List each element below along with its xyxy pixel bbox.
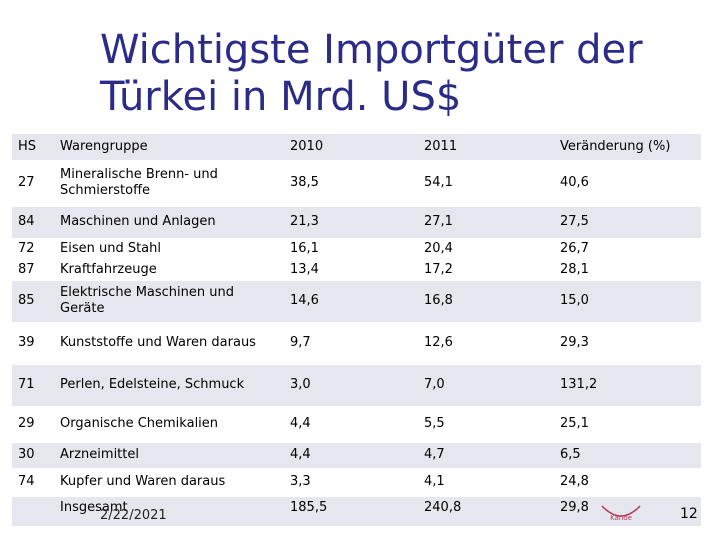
cell-hs: 29 bbox=[12, 406, 54, 443]
cell-name: Maschinen und Anlagen bbox=[54, 206, 284, 239]
cell-change: 25,1 bbox=[554, 406, 701, 443]
cell-change: 15,0 bbox=[554, 280, 701, 323]
cell-hs: 85 bbox=[12, 280, 54, 323]
cell-hs: 84 bbox=[12, 206, 54, 239]
cell-2011: 5,5 bbox=[418, 406, 554, 443]
table-row: 39 Kunststoffe und Waren daraus 9,7 12,6… bbox=[12, 322, 701, 365]
table-row: 71 Perlen, Edelsteine, Schmuck 3,0 7,0 1… bbox=[12, 364, 701, 407]
header-warengruppe: Warengruppe bbox=[54, 134, 284, 161]
cell-2011: 7,0 bbox=[418, 364, 554, 407]
cell-hs: 87 bbox=[12, 259, 54, 281]
kanoe-logo-icon: Kanoe bbox=[601, 505, 641, 522]
table-row: 30 Arzneimittel 4,4 4,7 6,5 bbox=[12, 442, 701, 469]
table-row: 85 Elektrische Maschinen und Geräte 14,6… bbox=[12, 280, 701, 323]
cell-hs: 39 bbox=[12, 322, 54, 365]
header-hs: HS bbox=[12, 134, 54, 161]
cell-name: Perlen, Edelsteine, Schmuck bbox=[54, 364, 284, 407]
cell-2011: 27,1 bbox=[418, 206, 554, 239]
import-goods-table: HS Warengruppe 2010 2011 Veränderung (%)… bbox=[12, 134, 701, 527]
cell-change: 28,1 bbox=[554, 259, 701, 281]
cell-2010: 13,4 bbox=[284, 259, 418, 281]
table-row: 74 Kupfer und Waren daraus 3,3 4,1 24,8 bbox=[12, 468, 701, 497]
cell-2011: 20,4 bbox=[418, 238, 554, 260]
table-row: 27 Mineralische Brenn- und Schmierstoffe… bbox=[12, 160, 701, 207]
cell-2010: 3,3 bbox=[284, 468, 418, 497]
cell-2010: 4,4 bbox=[284, 406, 418, 443]
cell-2010: 3,0 bbox=[284, 364, 418, 407]
cell-hs: 71 bbox=[12, 364, 54, 407]
cell-hs: 72 bbox=[12, 238, 54, 260]
cell-hs: 27 bbox=[12, 160, 54, 207]
cell-name: Insgesamt bbox=[54, 496, 284, 527]
cell-hs: 74 bbox=[12, 468, 54, 497]
cell-name: Kraftfahrzeuge bbox=[54, 259, 284, 281]
cell-2011: 240,8 bbox=[418, 496, 554, 527]
cell-name: Arzneimittel bbox=[54, 442, 284, 469]
cell-hs bbox=[12, 496, 54, 527]
header-2011: 2011 bbox=[418, 134, 554, 161]
cell-change: 131,2 bbox=[554, 364, 701, 407]
cell-change: 26,7 bbox=[554, 238, 701, 260]
table-row: 87 Kraftfahrzeuge 13,4 17,2 28,1 bbox=[12, 259, 701, 281]
header-veraenderung: Veränderung (%) bbox=[554, 134, 701, 161]
cell-2010: 16,1 bbox=[284, 238, 418, 260]
cell-2010: 21,3 bbox=[284, 206, 418, 239]
slide-title: Wichtigste Importgüter der Türkei in Mrd… bbox=[100, 27, 700, 121]
cell-name: Eisen und Stahl bbox=[54, 238, 284, 260]
cell-name: Elektrische Maschinen und Geräte bbox=[54, 280, 284, 323]
logo-text: Kanoe bbox=[610, 514, 632, 522]
cell-2010: 9,7 bbox=[284, 322, 418, 365]
cell-change: 24,8 bbox=[554, 468, 701, 497]
cell-2011: 16,8 bbox=[418, 280, 554, 323]
table-row: 84 Maschinen und Anlagen 21,3 27,1 27,5 bbox=[12, 206, 701, 239]
slide-title-line-1: Wichtigste Importgüter der bbox=[100, 27, 643, 73]
cell-change: 40,6 bbox=[554, 160, 701, 207]
cell-name: Kupfer und Waren daraus bbox=[54, 468, 284, 497]
table-row: 29 Organische Chemikalien 4,4 5,5 25,1 bbox=[12, 406, 701, 443]
header-2010: 2010 bbox=[284, 134, 418, 161]
cell-change: 6,5 bbox=[554, 442, 701, 469]
slide-date: 2/22/2021 bbox=[100, 508, 167, 523]
cell-change: 29,8 bbox=[554, 496, 701, 527]
cell-2011: 54,1 bbox=[418, 160, 554, 207]
cell-2011: 4,1 bbox=[418, 468, 554, 497]
cell-2011: 17,2 bbox=[418, 259, 554, 281]
cell-change: 29,3 bbox=[554, 322, 701, 365]
cell-2010: 185,5 bbox=[284, 496, 418, 527]
cell-hs: 30 bbox=[12, 442, 54, 469]
cell-2011: 12,6 bbox=[418, 322, 554, 365]
slide-title-line-2: Türkei in Mrd. US$ bbox=[100, 74, 462, 120]
page-number: 12 bbox=[680, 506, 698, 522]
cell-name: Organische Chemikalien bbox=[54, 406, 284, 443]
table-row-total: Insgesamt 185,5 240,8 29,8 bbox=[12, 496, 701, 527]
cell-2011: 4,7 bbox=[418, 442, 554, 469]
table-row: 72 Eisen und Stahl 16,1 20,4 26,7 bbox=[12, 238, 701, 260]
table-header-row: HS Warengruppe 2010 2011 Veränderung (%) bbox=[12, 134, 701, 161]
cell-2010: 38,5 bbox=[284, 160, 418, 207]
cell-change: 27,5 bbox=[554, 206, 701, 239]
cell-name: Kunststoffe und Waren daraus bbox=[54, 322, 284, 365]
cell-2010: 4,4 bbox=[284, 442, 418, 469]
cell-name: Mineralische Brenn- und Schmierstoffe bbox=[54, 160, 284, 207]
cell-2010: 14,6 bbox=[284, 280, 418, 323]
